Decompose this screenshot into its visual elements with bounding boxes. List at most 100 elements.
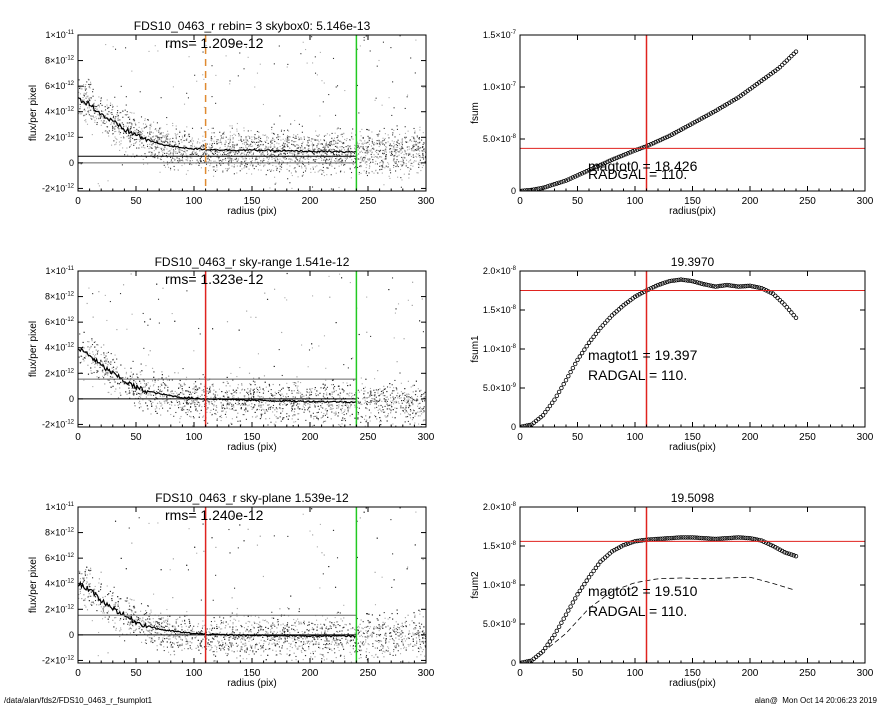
scatter-point <box>389 143 391 145</box>
scatter-point <box>243 167 245 169</box>
scatter-point <box>356 48 358 50</box>
scatter-point <box>288 415 290 417</box>
scatter-point <box>297 418 299 420</box>
scatter-point <box>125 391 127 393</box>
scatter-point <box>179 417 181 420</box>
scatter-point <box>375 170 377 172</box>
scatter-point <box>370 401 372 403</box>
scatter-point <box>145 393 147 395</box>
scatter-point <box>96 105 98 108</box>
scatter-point <box>112 115 115 117</box>
scatter-point <box>296 392 298 394</box>
scatter-point <box>107 107 109 110</box>
scatter-point <box>248 145 250 148</box>
scatter-point <box>211 138 213 140</box>
scatter-point <box>301 167 303 169</box>
scatter-point <box>277 134 279 136</box>
scatter-point <box>382 149 384 152</box>
scatter-point <box>191 144 194 146</box>
scatter-point <box>294 151 296 153</box>
scatter-point <box>257 275 259 277</box>
scatter-point <box>280 130 282 132</box>
scatter-point <box>166 117 168 119</box>
plot-area <box>78 271 426 427</box>
scatter-point <box>318 151 320 153</box>
scatter-point <box>191 139 193 141</box>
curve-point <box>630 149 635 154</box>
scatter-point <box>391 151 394 153</box>
scatter-point <box>398 142 400 145</box>
scatter-point <box>297 152 299 154</box>
scatter-point <box>328 158 331 160</box>
scatter-point <box>385 151 387 153</box>
scatter-point <box>169 153 171 155</box>
scatter-point <box>330 140 333 143</box>
scatter-point <box>294 414 296 416</box>
scatter-point <box>85 97 87 99</box>
scatter-point <box>247 400 249 402</box>
scatter-point <box>397 139 399 141</box>
scatter-point <box>418 153 420 155</box>
scatter-point <box>356 157 358 159</box>
scatter-point <box>221 150 223 152</box>
scatter-point <box>171 312 173 315</box>
scatter-point <box>192 396 194 398</box>
scatter-point <box>219 140 221 142</box>
scatter-point <box>287 145 289 147</box>
scatter-point <box>112 109 114 111</box>
scatter-point <box>419 162 421 164</box>
scatter-point <box>414 150 416 152</box>
scatter-point <box>228 163 230 165</box>
curve-point <box>635 147 640 152</box>
scatter-point <box>154 408 156 410</box>
scatter-point <box>392 148 394 150</box>
scatter-point <box>424 86 426 88</box>
scatter-point <box>123 137 125 139</box>
scatter-point <box>399 372 401 374</box>
scatter-point <box>268 158 270 161</box>
scatter-point <box>368 167 370 169</box>
scatter-point <box>324 147 326 149</box>
scatter-point <box>99 364 101 366</box>
scatter-point <box>97 113 99 115</box>
scatter-point <box>166 399 168 401</box>
scatter-point <box>267 142 269 145</box>
scatter-point <box>265 141 267 143</box>
scatter-point <box>269 417 271 420</box>
curve-point <box>683 124 688 130</box>
scatter-point <box>183 145 185 147</box>
scatter-point <box>293 411 295 413</box>
scatter-point <box>180 384 182 386</box>
scatter-point <box>225 140 227 142</box>
scatter-point <box>341 136 344 138</box>
scatter-point <box>360 166 362 168</box>
scatter-point <box>244 166 246 168</box>
y-tick-label: 1.0×10-7 <box>483 82 517 92</box>
scatter-point <box>324 383 326 386</box>
scatter-point <box>328 143 330 145</box>
scatter-point <box>200 156 202 158</box>
scatter-point <box>334 414 336 416</box>
scatter-point <box>219 146 221 149</box>
scatter-point <box>205 146 208 148</box>
scatter-point <box>412 156 414 158</box>
scatter-point <box>314 72 317 74</box>
scatter-point <box>177 133 179 135</box>
scatter-point <box>165 136 167 138</box>
scatter-point <box>408 396 410 398</box>
scatter-point <box>166 140 168 142</box>
scatter-point <box>418 137 420 139</box>
scatter-point <box>243 139 245 141</box>
scatter-point <box>337 394 339 396</box>
scatter-point <box>143 163 145 165</box>
scatter-point <box>405 410 407 412</box>
scatter-point <box>276 167 278 169</box>
scatter-point <box>321 143 323 145</box>
scatter-point <box>244 160 246 162</box>
scatter-point <box>333 388 335 390</box>
y-tick-label: 5.0×10-8 <box>483 134 517 144</box>
scatter-point <box>270 139 272 141</box>
scatter-point <box>210 137 212 139</box>
scatter-point <box>136 373 138 375</box>
scatter-point <box>319 163 321 165</box>
